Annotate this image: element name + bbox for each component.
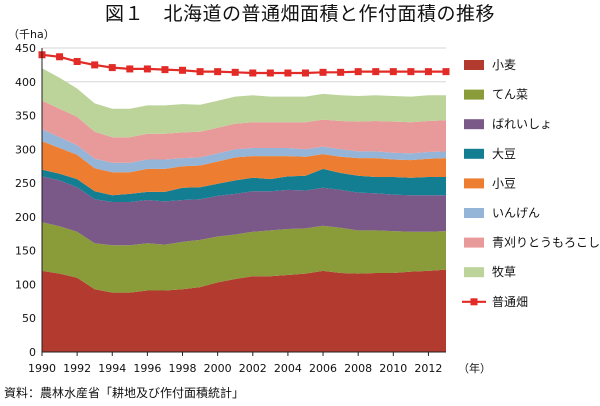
legend-item-普通畑: 普通畑 <box>462 295 528 309</box>
x-tick-label-2006: 2006 <box>309 362 337 375</box>
legend-item-大豆: 大豆 <box>464 147 516 161</box>
line-series-普通畑 <box>41 53 446 75</box>
x-axis-label: （年） <box>458 361 491 375</box>
legend-swatch <box>464 237 484 248</box>
y-tick-label-450: 450 <box>15 42 36 55</box>
line-point-1991 <box>56 53 64 61</box>
line-point-2003 <box>266 69 274 77</box>
line-point-2004 <box>284 69 292 77</box>
x-tick-label-2000: 2000 <box>204 362 232 375</box>
line-point-2006 <box>319 68 327 76</box>
total-line-series <box>38 51 450 77</box>
y-tick-label-250: 250 <box>15 177 36 190</box>
area-series-青刈りとうもろこし <box>42 100 446 163</box>
line-point-1995 <box>126 65 134 73</box>
y-tick-label-0: 0 <box>29 346 36 359</box>
legend-label: 牧草 <box>492 265 516 279</box>
x-tick-label-1994: 1994 <box>98 362 126 375</box>
axes <box>41 48 446 353</box>
line-point-1992 <box>73 58 81 66</box>
line-point-1996 <box>143 65 151 73</box>
legend-label: いんげん <box>492 206 540 220</box>
legend-label: ばれいしょ <box>492 117 552 131</box>
legend-swatch <box>464 178 484 189</box>
stacked-areas <box>42 68 446 352</box>
legend-label: てん菜 <box>492 88 528 102</box>
line-point-2012 <box>424 68 432 76</box>
legend-label: 普通畑 <box>492 295 528 309</box>
line-point-1994 <box>108 64 116 72</box>
legend-swatch <box>464 208 484 218</box>
line-point-2011 <box>407 68 415 76</box>
y-tick-label-300: 300 <box>15 143 36 156</box>
legend-label: 青刈りとうもろこし <box>492 236 600 250</box>
y-tick-label-200: 200 <box>15 211 36 224</box>
x-tick-label-2010: 2010 <box>379 362 407 375</box>
x-tick-label-2004: 2004 <box>274 362 302 375</box>
legend-item-いんげん: いんげん <box>464 206 540 220</box>
area-series-いんげん <box>42 129 446 173</box>
line-point-2009 <box>372 68 380 76</box>
x-tick-label-1990: 1990 <box>28 362 56 375</box>
x-tick-label-1996: 1996 <box>133 362 161 375</box>
legend-swatch-marker <box>470 298 478 306</box>
y-tick-labels: 0 50 100 150 200 250 300 350 400 450 <box>15 42 36 359</box>
x-tick-label-2008: 2008 <box>344 362 372 375</box>
legend-swatch <box>464 148 484 159</box>
x-tick-label-2002: 2002 <box>239 362 267 375</box>
line-point-2010 <box>389 68 397 76</box>
line-point-1998 <box>179 66 187 74</box>
x-tick-label-1992: 1992 <box>63 362 91 375</box>
legend-item-ばれいしょ: ばれいしょ <box>464 117 552 131</box>
x-tick-labels: 1990 1992 1994 1996 1998 2000 2002 2004 2006 2008… <box>28 352 442 375</box>
y-axis-label: （千ha） <box>8 28 55 41</box>
legend-swatch <box>464 89 484 100</box>
area-series-大豆 <box>42 168 446 202</box>
area-series-小麦 <box>42 269 446 352</box>
legend-swatch <box>464 119 484 130</box>
line-point-1997 <box>161 66 169 74</box>
line-point-2013 <box>442 68 450 76</box>
source-note: 資料：農林水産省「耕地及び作付面積統計」 <box>4 386 245 400</box>
legend-label: 大豆 <box>492 147 516 161</box>
line-point-2008 <box>354 68 362 76</box>
area-series-小豆 <box>42 141 446 196</box>
line-point-1993 <box>91 61 99 69</box>
legend-item-小麦: 小麦 <box>464 58 516 72</box>
area-series-てん菜 <box>42 222 446 293</box>
chart-title: 図１ 北海道の普通畑面積と作付面積の推移 <box>104 3 495 25</box>
legend-item-牧草: 牧草 <box>464 265 516 279</box>
y-tick-label-400: 400 <box>15 76 36 89</box>
x-tick-label-1998: 1998 <box>169 362 197 375</box>
line-point-2000 <box>214 68 222 76</box>
legend-item-てん菜: てん菜 <box>464 88 528 102</box>
area-series-牧草 <box>42 68 446 138</box>
line-point-2007 <box>337 68 345 76</box>
y-tick-label-50: 50 <box>22 312 36 325</box>
legend-item-青刈りとうもろこし: 青刈りとうもろこし <box>464 236 600 250</box>
legend-label: 小豆 <box>492 176 516 190</box>
line-point-1999 <box>196 68 204 76</box>
legend-swatch <box>464 267 484 278</box>
y-tick-label-150: 150 <box>15 245 36 258</box>
legend-item-小豆: 小豆 <box>464 176 516 190</box>
legend-label: 小麦 <box>492 58 516 72</box>
y-tick-label-350: 350 <box>15 110 36 123</box>
area-series-ばれいしょ <box>42 176 446 246</box>
legend-swatch <box>464 60 484 70</box>
line-point-2001 <box>231 68 239 76</box>
y-tick-label-100: 100 <box>15 278 36 291</box>
line-point-2005 <box>301 69 309 77</box>
x-tick-label-2012: 2012 <box>414 362 442 375</box>
line-point-2002 <box>249 69 257 77</box>
